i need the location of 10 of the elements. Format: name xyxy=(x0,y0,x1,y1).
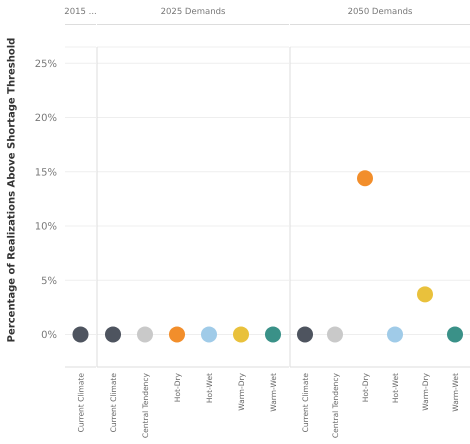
y-tick-label: 5% xyxy=(41,276,57,287)
y-tick-label: 20% xyxy=(34,113,57,124)
y-tick-label: 25% xyxy=(34,58,57,70)
y-tick-label: 0% xyxy=(41,330,57,342)
chart-title: 2025 Demands xyxy=(97,0,289,25)
chart-title: 2050 Demands xyxy=(290,0,470,25)
y-tick-label: 15% xyxy=(34,167,57,178)
chart-title: 2015 ... xyxy=(64,0,97,25)
y-axis-title: Percentage of Realizations Above Shortage Threshold xyxy=(6,38,18,342)
y-tick-label: 10% xyxy=(34,222,57,233)
